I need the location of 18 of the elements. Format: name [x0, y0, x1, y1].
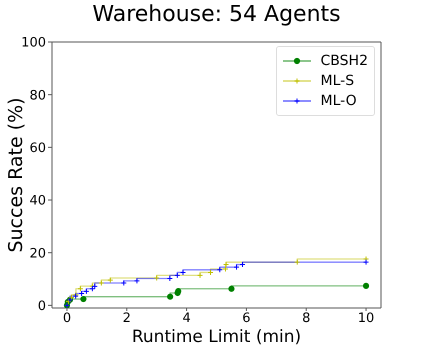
x-axis-title: Runtime Limit (min) [132, 327, 302, 346]
x-tick-label: 4 [182, 311, 191, 326]
y-tick-label: 80 [29, 88, 46, 104]
x-tick-label: 8 [302, 311, 310, 326]
x-tick-label: 10 [358, 311, 374, 326]
y-tick-label: 20 [29, 246, 46, 262]
y-tick-label: 40 [29, 194, 46, 209]
legend-label: ML-S [320, 73, 354, 89]
x-tick-label: 2 [122, 311, 131, 326]
x-tick-label: 0 [62, 311, 72, 326]
legend-label: ML-O [320, 93, 357, 109]
x-tick-label: 6 [242, 311, 251, 326]
y-tick-label: 100 [21, 36, 46, 51]
chart-title: Warehouse: 54 Agents [91, 2, 342, 27]
y-tick-label: 60 [29, 140, 46, 156]
legend-label: CBSH2 [320, 53, 368, 69]
y-axis-title: Succes Rate (%) [5, 97, 27, 253]
y-tick-label: 0 [38, 298, 46, 314]
